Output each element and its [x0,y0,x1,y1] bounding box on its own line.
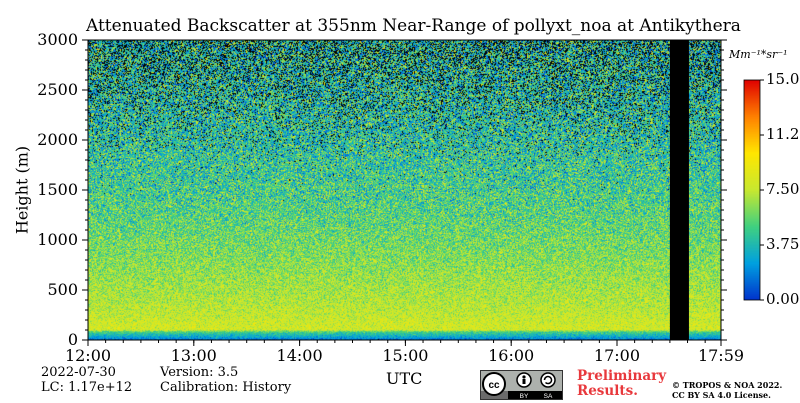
x-axis-label: UTC [386,369,423,388]
cc-by-text: BY [520,393,529,399]
x-tick-label: 15:00 [382,346,429,365]
x-tick-label: 13:00 [170,346,217,365]
copyright-notice: © TROPOS & NOA 2022. CC BY SA 4.0 Licens… [672,380,782,400]
preliminary-notice: Preliminary Results. [577,369,666,399]
colorbar-tick-label: 11.25 [766,125,800,143]
colorbar-tick-label: 7.50 [766,180,800,198]
y-tick-label: 0 [67,330,78,349]
preliminary-line2: Results. [577,383,638,399]
y-tick-label: 3000 [37,30,78,49]
license-badge-graphic: cc BY SA [481,371,562,400]
colorbar-tick-label: 0.00 [766,290,800,308]
x-tick-label: 12:00 [64,346,112,365]
x-tick-label: 16:00 [488,346,535,365]
cc-by-sa-icon: cc BY SA [480,370,563,400]
colorbar-tick-label: 15.00 [766,70,800,88]
x-tick-label: 17:59 [697,346,745,365]
backscatter-heatmap [88,40,721,340]
colorbar-frame [743,79,761,301]
copyright-line1: © TROPOS & NOA 2022. [672,380,783,390]
no-data-column [669,40,689,340]
cc-sa-text: SA [544,393,553,399]
y-tick-label: 1500 [37,180,78,199]
colorbar-tick-label: 3.75 [766,235,800,253]
y-tick-label: 500 [47,280,78,299]
calibration-label: Calibration: History [160,380,292,395]
lc-label: LC: 1.17e+12 [41,380,133,395]
y-tick-label: 2000 [37,130,78,149]
colorbar [744,80,760,300]
date-label: 2022-07-30 [41,365,116,380]
y-tick-label: 2500 [37,80,78,99]
chart-title: Attenuated Backscatter at 355nm Near-Ran… [86,16,741,36]
preliminary-line1: Preliminary [577,368,667,384]
y-tick-label: 1000 [37,230,78,249]
version-label: Version: 3.5 [160,365,239,380]
x-tick-label: 14:00 [276,346,323,365]
svg-text:cc: cc [488,380,500,391]
x-tick-label: 17:00 [593,346,641,365]
colorbar-unit: Mm⁻¹*sr⁻¹ [729,48,788,61]
copyright-line2: CC BY SA 4.0 License. [672,390,771,400]
